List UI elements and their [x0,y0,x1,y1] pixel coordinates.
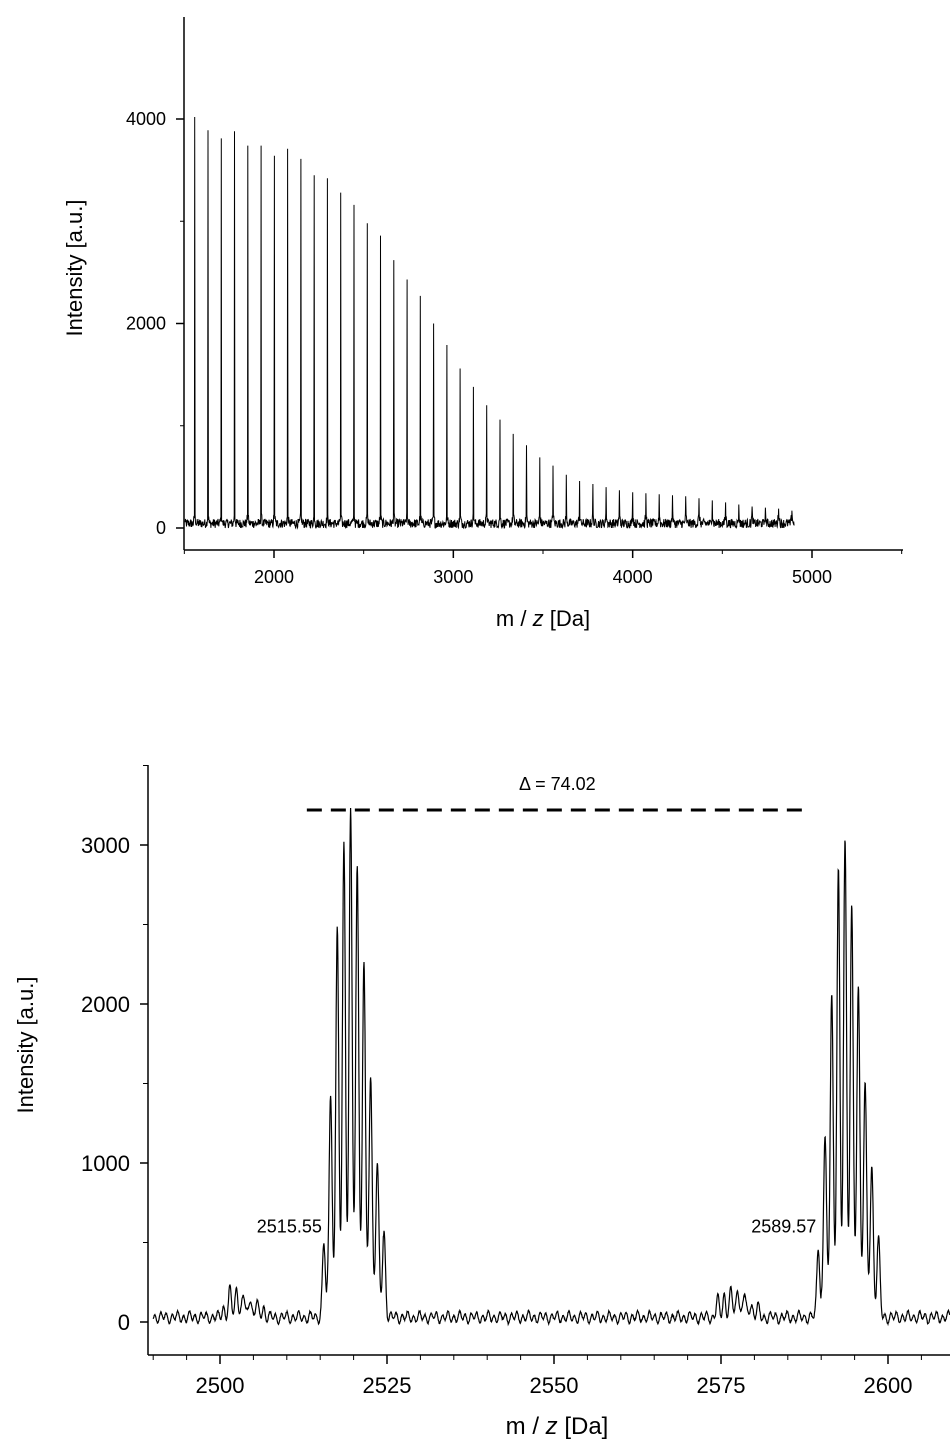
top-spectrum-line [184,116,795,530]
top-y-axis-title: Intensity [a.u.] [62,200,87,337]
top-x-tick-label: 5000 [792,567,832,587]
delta-label: Δ = 74.02 [519,774,596,794]
top-y-tick-label: 0 [156,518,166,538]
top-y-tick-label: 2000 [126,314,166,334]
bottom-x-tick-label: 2525 [363,1373,412,1398]
bottom-spectrum-line [152,807,950,1327]
peak-label-2589: 2589.57 [751,1217,816,1237]
bottom-y-axis-title: Intensity [a.u.] [13,977,38,1114]
top-x-tick-label: 2000 [254,567,294,587]
bottom-x-tick-label: 2550 [530,1373,579,1398]
top-x-tick-label: 3000 [433,567,473,587]
top-y-tick-label: 4000 [126,109,166,129]
top-x-tick-label: 4000 [613,567,653,587]
bottom-chart: 2500 2525 2550 2575 2600 0 1000 2000 3000 Δ = 74… [13,765,950,1440]
top-ticks: 2000 3000 4000 5000 0 2000 4000 [126,109,903,587]
bottom-y-tick-label: 3000 [81,833,130,858]
bottom-y-tick-label: 0 [118,1310,130,1335]
bottom-ticks: 2500 2525 2550 2575 2600 0 1000 2000 3000 [81,765,922,1398]
bottom-x-tick-label: 2575 [697,1373,746,1398]
bottom-x-tick-label: 2600 [864,1373,913,1398]
bottom-y-tick-label: 1000 [81,1151,130,1176]
bottom-y-tick-label: 2000 [81,992,130,1017]
top-chart: 2000 3000 4000 5000 0 2000 4000 Intensity [a.u… [62,17,903,631]
top-x-axis-title: m / z [Da] [496,606,590,631]
bottom-x-tick-label: 2500 [196,1373,245,1398]
bottom-x-axis-title: m / z [Da] [506,1413,609,1440]
peak-label-2515: 2515.55 [257,1217,322,1237]
